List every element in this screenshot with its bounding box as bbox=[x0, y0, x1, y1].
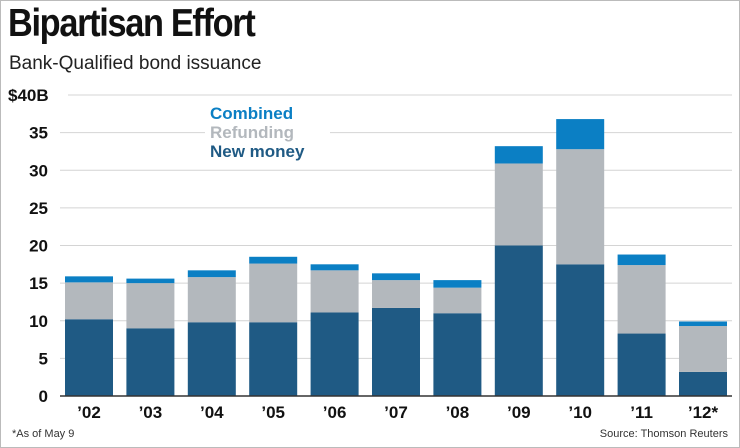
legend-entry: Combined bbox=[210, 104, 293, 123]
y-tick-label: 35 bbox=[29, 124, 48, 143]
bar-segment-combined bbox=[617, 254, 666, 266]
bar-segment-combined bbox=[65, 276, 113, 283]
bar-segment-new-money bbox=[494, 245, 543, 396]
bar-segment-refunding bbox=[433, 287, 482, 314]
x-tick-label: ’11 bbox=[630, 403, 653, 422]
bar-segment-combined bbox=[187, 270, 236, 278]
legend-entry: New money bbox=[210, 142, 305, 161]
bar-segment-new-money bbox=[372, 307, 420, 396]
bar-segment-refunding bbox=[372, 280, 420, 308]
x-tick-label: ’07 bbox=[384, 403, 408, 422]
y-tick-label: $40B bbox=[8, 86, 49, 105]
bar-segment-refunding bbox=[65, 282, 113, 320]
y-tick-label: 15 bbox=[29, 274, 48, 293]
bar-segment-new-money bbox=[679, 371, 727, 396]
x-tick-label: ’03 bbox=[139, 403, 163, 422]
x-tick-label: ’02 bbox=[77, 403, 101, 422]
legend-background bbox=[205, 123, 330, 142]
x-tick-label: ’12* bbox=[688, 403, 719, 422]
bar-segment-new-money bbox=[65, 319, 113, 396]
bar-segment-new-money bbox=[617, 333, 666, 396]
chart-title: Bipartisan Effort bbox=[8, 2, 256, 45]
bar-segment-refunding bbox=[249, 263, 298, 323]
bar-segment-new-money bbox=[433, 313, 482, 396]
bar-segment-combined bbox=[310, 264, 359, 271]
x-tick-label: ’10 bbox=[568, 403, 592, 422]
bar-segment-refunding bbox=[494, 163, 543, 246]
legend-background bbox=[205, 142, 330, 161]
chart-subtitle: Bank-Qualified bond issuance bbox=[9, 53, 262, 74]
bar-segment-combined bbox=[249, 256, 298, 264]
source: Source: Thomson Reuters bbox=[599, 428, 728, 440]
bar-segment-refunding bbox=[679, 326, 727, 372]
bar-segment-new-money bbox=[126, 328, 175, 396]
bar-segment-combined bbox=[679, 321, 727, 327]
bar-segment-combined bbox=[556, 119, 605, 150]
y-tick-label: 5 bbox=[39, 349, 48, 368]
x-tick-label: ’09 bbox=[507, 403, 531, 422]
bar-segment-new-money bbox=[556, 264, 605, 396]
bar-segment-new-money bbox=[310, 312, 359, 396]
bar-segment-combined bbox=[126, 278, 175, 284]
y-tick-label: 0 bbox=[39, 387, 48, 406]
x-tick-label: ’08 bbox=[446, 403, 470, 422]
bar-segment-refunding bbox=[187, 277, 236, 323]
bar-segment-new-money bbox=[187, 322, 236, 396]
x-tick-label: ’05 bbox=[261, 403, 285, 422]
footnote: *As of May 9 bbox=[12, 428, 75, 440]
bar-segment-refunding bbox=[310, 270, 359, 313]
bar-segment-combined bbox=[372, 273, 420, 281]
y-tick-label: 30 bbox=[29, 161, 48, 180]
bar-segment-refunding bbox=[556, 149, 605, 265]
bar-segment-refunding bbox=[126, 283, 175, 329]
y-tick-label: 10 bbox=[29, 312, 48, 331]
x-tick-label: ’04 bbox=[200, 403, 224, 422]
bar-segment-new-money bbox=[249, 322, 298, 396]
legend-background bbox=[205, 104, 330, 123]
y-tick-label: 20 bbox=[29, 237, 48, 256]
x-tick-label: ’06 bbox=[323, 403, 347, 422]
bar-segment-combined bbox=[433, 280, 482, 288]
y-tick-label: 25 bbox=[29, 199, 48, 218]
bar-segment-combined bbox=[494, 146, 543, 164]
bar-segment-refunding bbox=[617, 265, 666, 334]
legend-entry: Refunding bbox=[210, 123, 294, 142]
